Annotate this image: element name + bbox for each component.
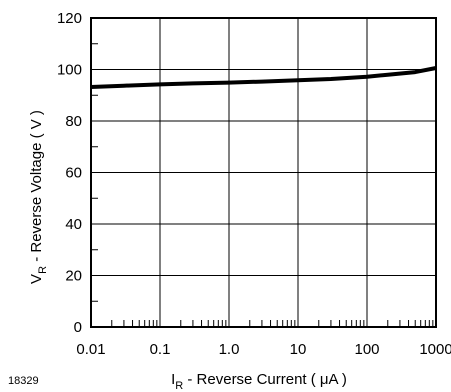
y-axis-label-main: V bbox=[28, 274, 45, 284]
x-tick-label-0: 0.01 bbox=[76, 341, 105, 358]
y-tick-label-5: 100 bbox=[57, 62, 82, 79]
x-tick-labels: 0.01 0.1 1.0 10 100 1000 bbox=[76, 341, 451, 358]
x-tick-label-1: 0.1 bbox=[150, 341, 171, 358]
y-axis-label-rest: - Reverse Voltage ( V ) bbox=[28, 110, 45, 266]
series-lines bbox=[90, 66, 437, 89]
x-axis-label-main: I bbox=[171, 371, 175, 388]
x-tick-label-2: 1.0 bbox=[219, 341, 240, 358]
y-tick-labels: 0 20 40 60 80 100 120 bbox=[57, 10, 82, 336]
minor-ticks bbox=[91, 43, 434, 327]
y-tick-label-3: 60 bbox=[65, 165, 82, 182]
x-tick-label-3: 10 bbox=[290, 341, 307, 358]
x-axis-label-sub: R bbox=[175, 380, 183, 392]
figure-id: 18329 bbox=[8, 375, 39, 387]
y-tick-label-0: 0 bbox=[74, 319, 82, 336]
grid bbox=[90, 17, 437, 328]
y-axis-label-sub: R bbox=[37, 266, 49, 274]
x-tick-label-4: 100 bbox=[354, 341, 379, 358]
x-axis-label-rest: - Reverse Current ( μA ) bbox=[183, 371, 347, 388]
plot-frame bbox=[90, 17, 437, 328]
y-tick-label-6: 120 bbox=[57, 10, 82, 27]
x-axis-label: IR - Reverse Current ( μA ) bbox=[171, 371, 347, 392]
x-tick-label-5: 1000 bbox=[419, 341, 451, 358]
y-tick-label-4: 80 bbox=[65, 113, 82, 130]
y-tick-label-2: 40 bbox=[65, 216, 82, 233]
series-line-0 bbox=[90, 66, 437, 89]
y-axis-label: VR - Reverse Voltage ( V ) bbox=[28, 110, 49, 284]
y-tick-label-1: 20 bbox=[65, 268, 82, 285]
